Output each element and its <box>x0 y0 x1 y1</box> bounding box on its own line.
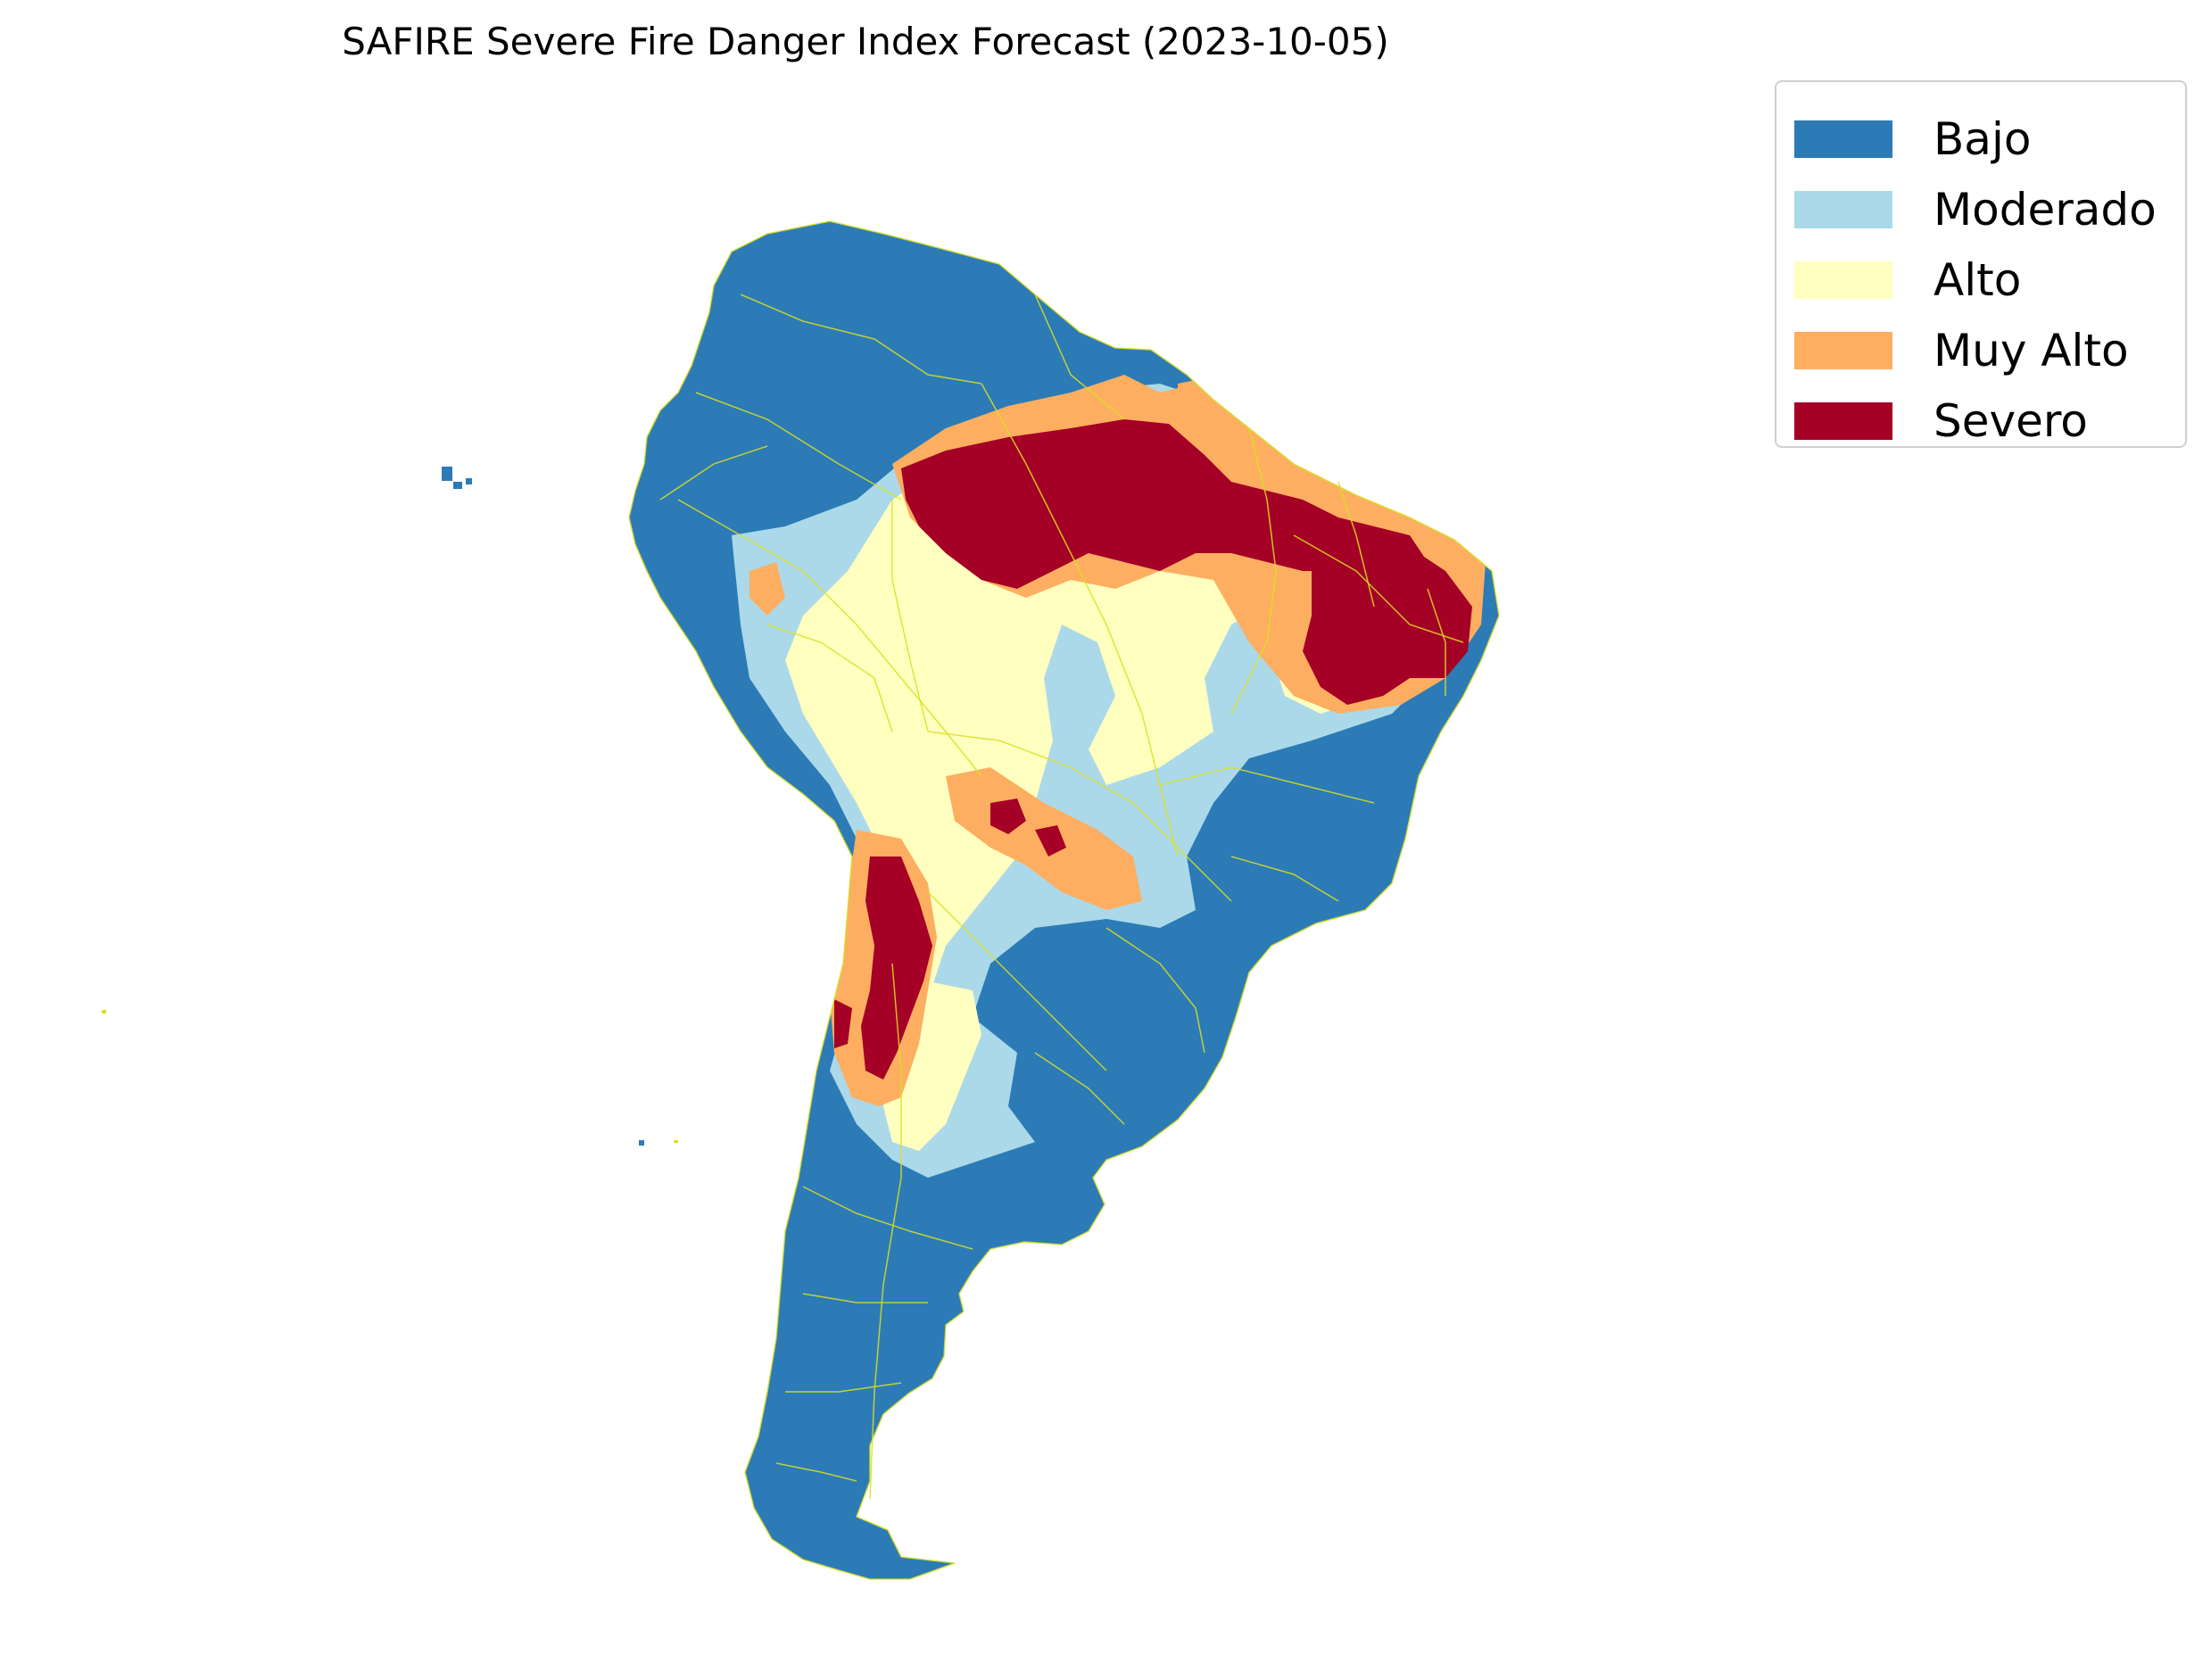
legend-item-muy-alto: Muy Alto <box>1794 315 2185 385</box>
legend-swatch-muy-alto <box>1794 331 1892 369</box>
zone-muy-alto-ecuador <box>749 562 785 616</box>
map-title: SAFIRE Severe Fire Danger Index Forecast… <box>342 20 1389 63</box>
zone-severo-northeast <box>1303 535 1472 705</box>
legend-item-severo: Severo <box>1794 385 2185 456</box>
legend-label-severo: Severo <box>1934 394 2088 447</box>
legend-label-moderado: Moderado <box>1934 183 2157 236</box>
legend-item-alto: Alto <box>1794 244 2185 315</box>
legend-item-bajo: Bajo <box>1794 103 2185 174</box>
legend-label-bajo: Bajo <box>1934 112 2032 165</box>
zone-severo-amazon <box>901 419 1428 598</box>
legend-swatch-alto <box>1794 261 1892 299</box>
legend-label-muy-alto: Muy Alto <box>1934 324 2129 377</box>
legend-label-alto: Alto <box>1934 253 2022 306</box>
border-lines <box>628 220 1500 1580</box>
legend-swatch-severo <box>1794 401 1892 440</box>
islands <box>102 467 678 1146</box>
zone-severo-chaco <box>990 799 1026 834</box>
legend-swatch-moderado <box>1794 190 1892 228</box>
zone-severo-chile <box>834 999 852 1048</box>
legend-swatch-bajo <box>1794 120 1892 158</box>
zone-severo-andes <box>861 857 932 1080</box>
zone-severo-chaco-2 <box>1035 825 1066 857</box>
legend: Bajo Moderado Alto Muy Alto Severo <box>1775 80 2187 448</box>
zone-alto-south <box>883 981 981 1151</box>
legend-item-moderado: Moderado <box>1794 174 2185 244</box>
